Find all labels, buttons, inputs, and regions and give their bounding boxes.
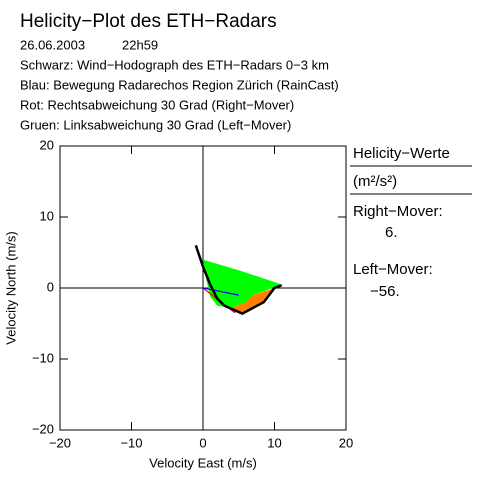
line xyxy=(194,245,283,315)
line xyxy=(202,287,239,296)
left-mover-label: Left−Mover: xyxy=(353,261,433,278)
y-tick-label: 0 xyxy=(47,279,54,294)
note: Rot: Rechtsabweichung 30 Grad (Right−Mov… xyxy=(20,97,294,112)
x-tick-label: −10 xyxy=(120,435,142,450)
y-tick-label: 10 xyxy=(40,208,54,223)
note: Blau: Bewegung Radarechos Region Zürich … xyxy=(20,77,339,92)
right-mover-value: 6. xyxy=(385,224,398,241)
area xyxy=(231,288,275,314)
plot-frame xyxy=(59,145,347,431)
right-mover-label: Right−Mover: xyxy=(353,203,443,220)
x-axis-label: Velocity East (m/s) xyxy=(149,455,257,470)
time: 22h59 xyxy=(122,37,158,52)
y-tick-label: 20 xyxy=(40,137,54,152)
panel-unit: (m²/s²) xyxy=(353,173,397,190)
x-tick-label: 10 xyxy=(267,435,281,450)
x-tick-label: 20 xyxy=(339,435,353,450)
x-tick-label: 0 xyxy=(199,435,206,450)
x-tick-label: −20 xyxy=(49,435,71,450)
date: 26.06.2003 xyxy=(20,37,85,52)
y-axis-label: Velocity North (m/s) xyxy=(3,231,18,344)
y-tick-label: −10 xyxy=(32,350,54,365)
chart-title: Helicity−Plot des ETH−Radars xyxy=(20,11,277,32)
note: Schwarz: Wind−Hodograph des ETH−Radars 0… xyxy=(20,57,329,72)
left-mover-value: −56. xyxy=(370,283,400,300)
note: Gruen: Linksabweichung 30 Grad (Left−Mov… xyxy=(20,117,291,132)
area xyxy=(203,259,282,308)
panel-title: Helicity−Werte xyxy=(353,145,450,162)
y-tick-label: −20 xyxy=(32,421,54,436)
